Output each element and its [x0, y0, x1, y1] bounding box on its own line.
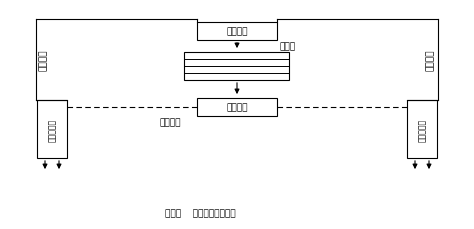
Text: 控制通路: 控制通路 [426, 49, 435, 71]
Text: 控制通路: 控制通路 [39, 49, 48, 71]
Bar [184, 53, 290, 81]
Text: 数据通路: 数据通路 [159, 118, 181, 127]
Text: 图１：    路由器的体系结构: 图１： 路由器的体系结构 [164, 209, 235, 218]
Text: 网络适配卡: 网络适配卡 [418, 118, 427, 141]
Bar [197, 23, 277, 41]
Text: 路由表: 路由表 [280, 42, 296, 51]
Text: 路由引擎: 路由引擎 [226, 27, 248, 36]
Bar [37, 101, 67, 158]
Text: 网络适配卡: 网络适配卡 [47, 118, 56, 141]
Bar [407, 101, 437, 158]
Text: 转发引擎: 转发引擎 [226, 103, 248, 112]
Bar [197, 98, 277, 117]
